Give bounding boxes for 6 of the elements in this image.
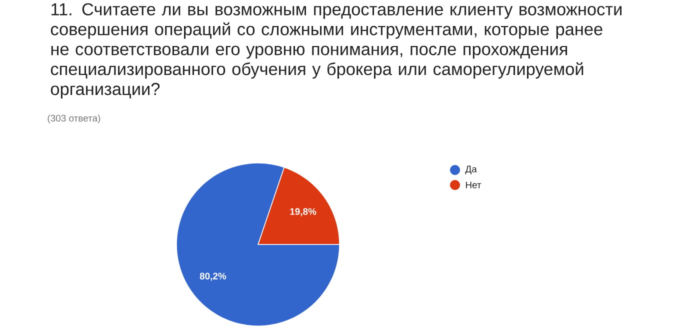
data-label: 80,2% (200, 272, 226, 281)
data-label: 19,8% (290, 208, 316, 216)
legend-label: Да (465, 166, 477, 174)
text: (303 ответа) (48, 114, 100, 124)
legend-label: Нет (466, 182, 482, 188)
chart-title: 11. Считаете ли вы возможным предоставление клиенту возможности совершения операций со сложными инструментами, которые ранее не соответствовали его уровню понимания, после прохождения специализированного обучения у брокера или саморегулируемой организации? (50, 3, 622, 99)
